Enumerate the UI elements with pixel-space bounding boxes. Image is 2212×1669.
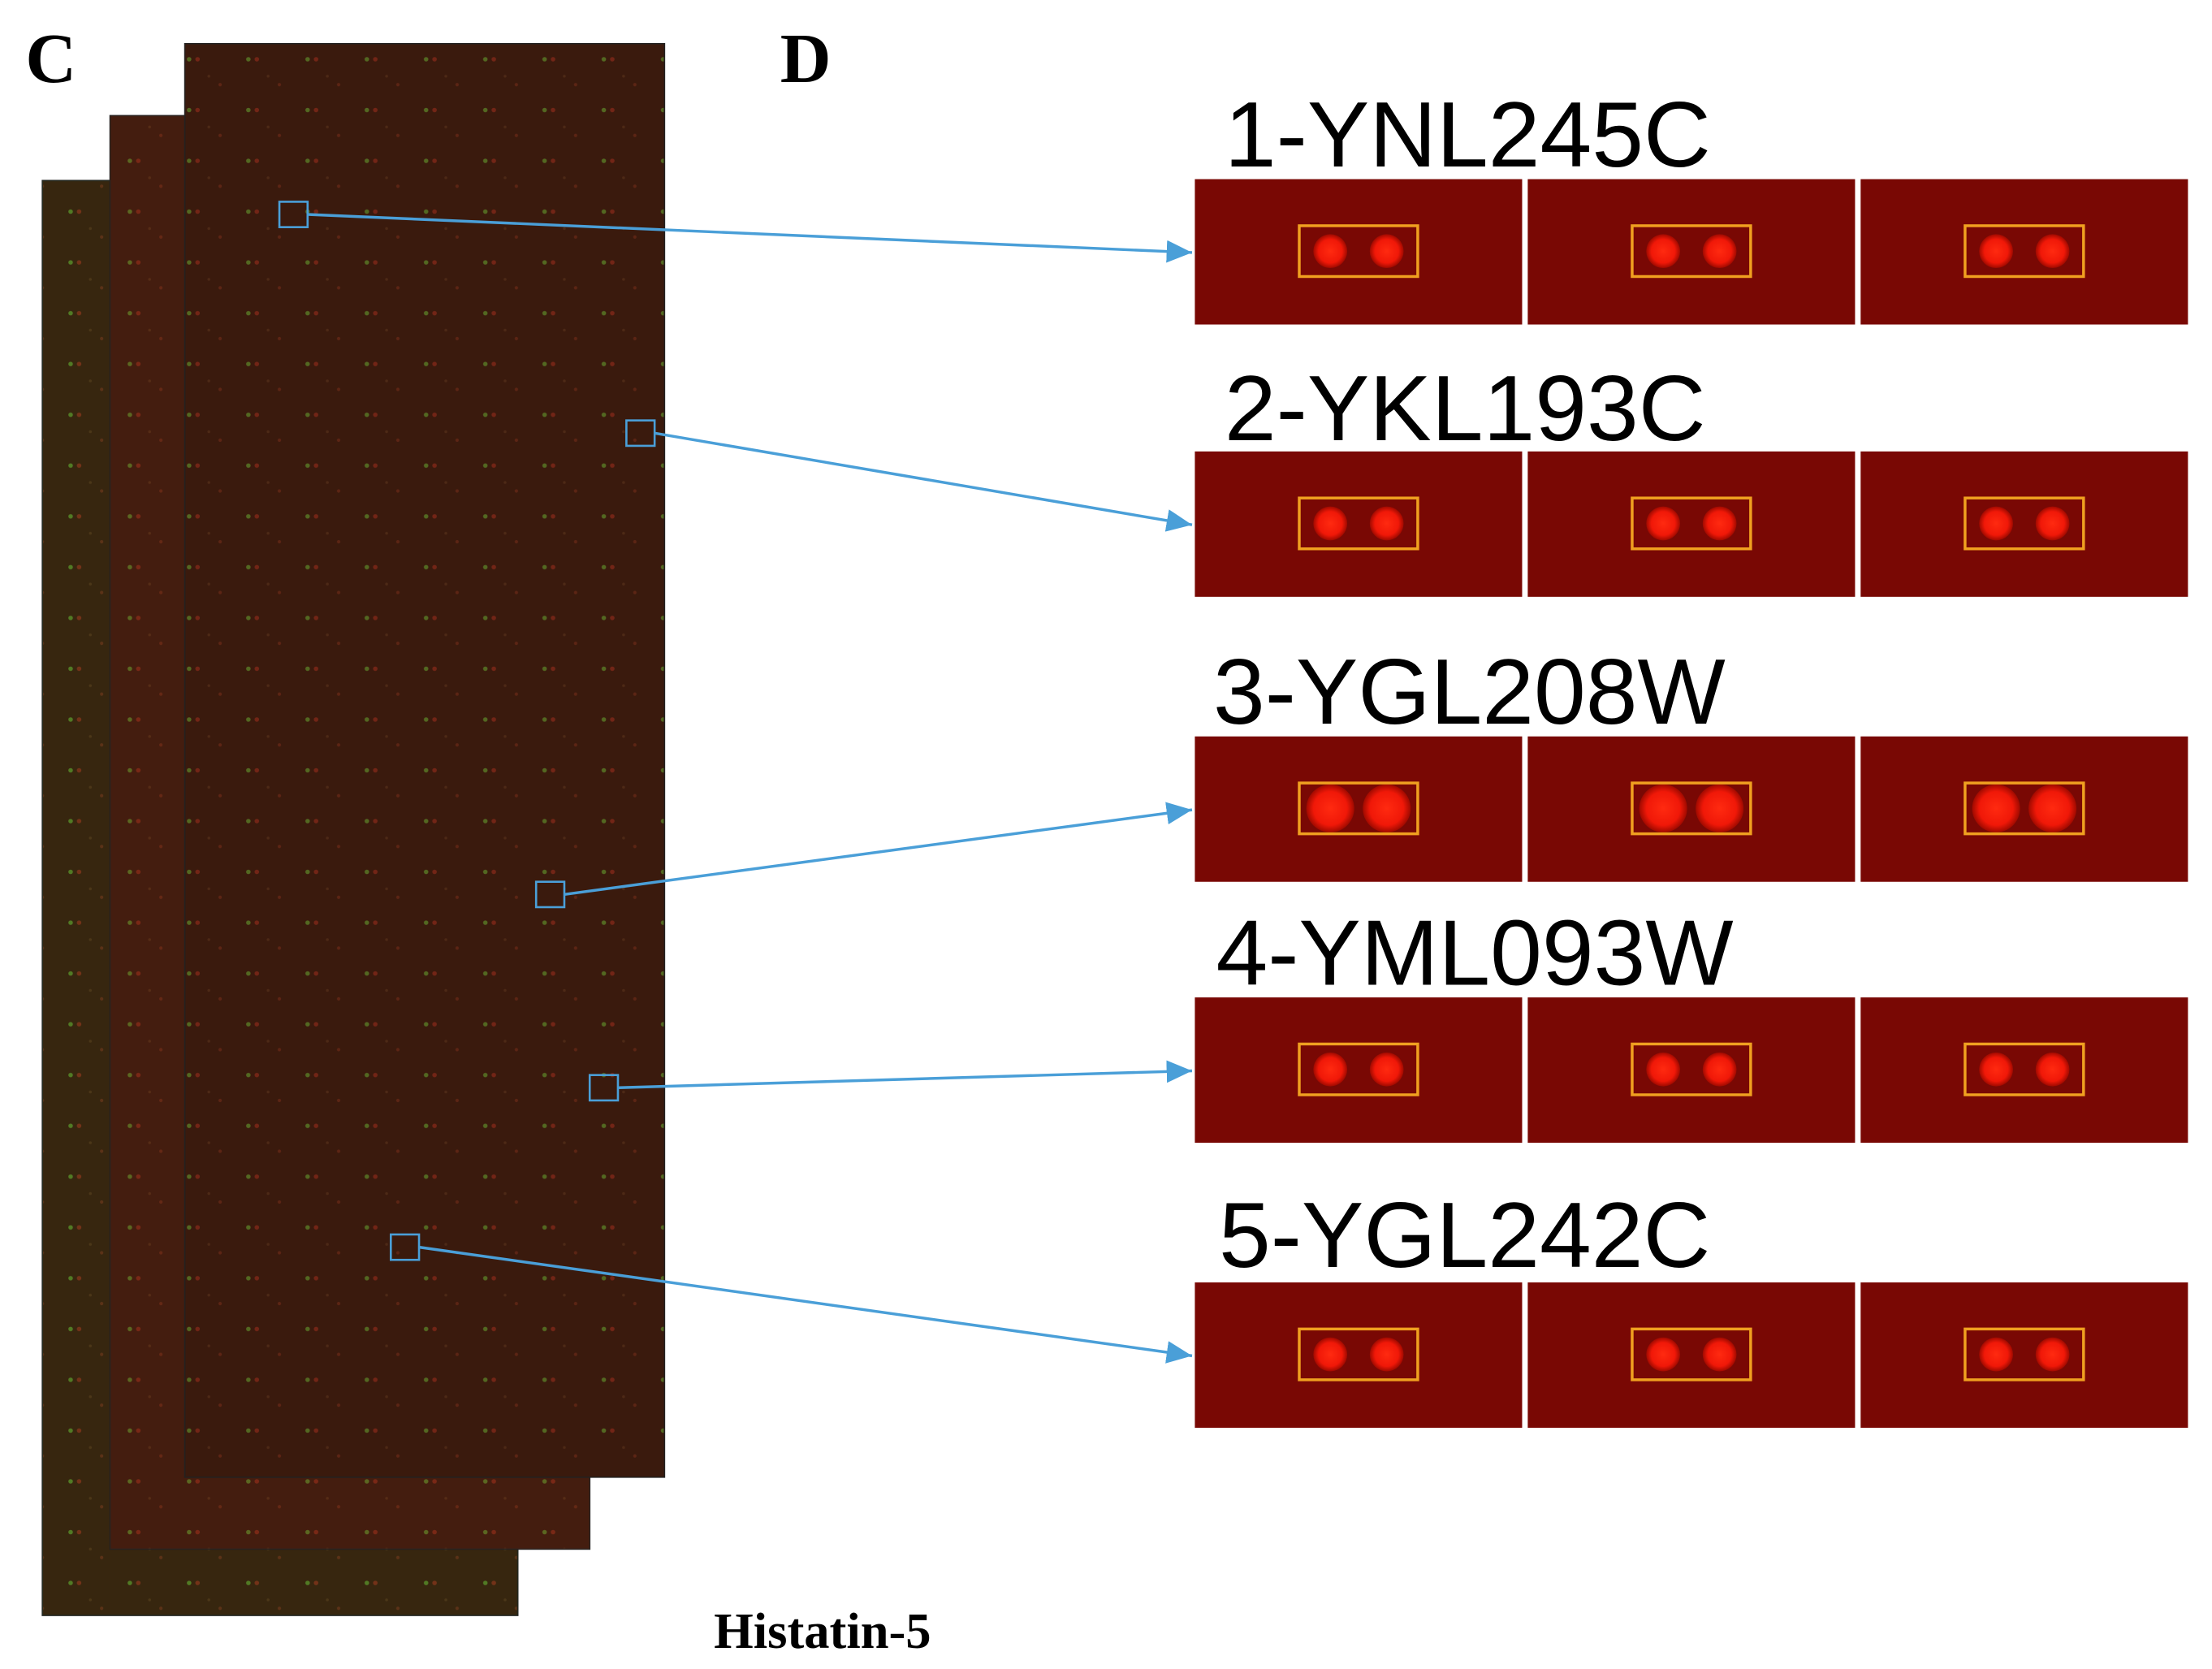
spot (1639, 784, 1687, 832)
spot (2035, 506, 2070, 541)
spot (1979, 1052, 2013, 1087)
spot-box (1298, 1327, 1419, 1381)
spot-image-shade (1527, 736, 1856, 882)
spot-image-shade (1860, 451, 2188, 597)
arrow (307, 213, 1193, 263)
spot-box (1964, 224, 2085, 279)
spot-image (1195, 1282, 1523, 1428)
spot-image-shade (1527, 451, 1856, 597)
spot (1306, 784, 1354, 832)
hit-label: 1-YNL245C (1225, 83, 1711, 187)
slides (41, 42, 666, 1616)
spot-box (1298, 781, 1419, 836)
arrow (418, 1245, 1193, 1364)
spot (2035, 1052, 2070, 1087)
hit-label: 3-YGL208W (1213, 640, 1726, 744)
spot-image (1527, 997, 1856, 1144)
spot (1363, 784, 1411, 832)
spot (1313, 506, 1348, 541)
spot-image (1527, 736, 1856, 882)
slide-tint (184, 43, 665, 1477)
spot (1702, 234, 1737, 269)
spot (1979, 234, 2013, 269)
spot-box (1631, 781, 1752, 836)
hit-label: 2-YKL193C (1225, 357, 1706, 460)
spot-image (1860, 736, 2188, 882)
spot (1313, 234, 1348, 269)
spot-image-shade (1527, 179, 1856, 325)
slide (184, 42, 666, 1478)
spot-image-shade (1195, 451, 1523, 597)
arrow (564, 802, 1193, 897)
spot (1369, 1052, 1404, 1087)
spot-image-shade (1860, 179, 2188, 325)
spot-image-shade (1195, 997, 1523, 1144)
spot-image-shade (1527, 1282, 1856, 1428)
spot-box (1964, 1042, 2085, 1096)
spot-box (1631, 496, 1752, 551)
spot (1313, 1052, 1348, 1087)
spot-image (1860, 179, 2188, 325)
spot-box (1964, 1327, 2085, 1381)
spot-image-shade (1860, 1282, 2188, 1428)
spot-box (1631, 224, 1752, 279)
spot (1646, 506, 1681, 541)
arrow (654, 431, 1193, 532)
spot-image-shade (1860, 736, 2188, 882)
spot-image (1195, 179, 1523, 325)
arrow (617, 1060, 1193, 1090)
spot (1972, 784, 2020, 832)
spot-image (1195, 451, 1523, 597)
spot-box (1298, 1042, 1419, 1096)
spot-image (1527, 1282, 1856, 1428)
spot (1646, 1337, 1681, 1372)
spot-image (1195, 736, 1523, 882)
spot-box (1964, 781, 2085, 836)
spot-image (1527, 451, 1856, 597)
spot-image (1860, 1282, 2188, 1428)
caption: Histatin-5 (714, 1602, 931, 1659)
spot (1646, 1052, 1681, 1087)
spot (2035, 1337, 2070, 1372)
spot-box (1631, 1042, 1752, 1096)
hit-label: 4-YML093W (1216, 902, 1733, 1005)
spot-box (1631, 1327, 1752, 1381)
spot-box (1298, 224, 1419, 279)
spot-image (1860, 997, 2188, 1144)
hit-label: 5-YGL242C (1219, 1183, 1710, 1287)
spot-image-shade (1195, 1282, 1523, 1428)
spot-image (1195, 997, 1523, 1144)
spot (2035, 234, 2070, 269)
spot (1696, 784, 1744, 832)
spot-box (1298, 496, 1419, 551)
spot-image (1860, 451, 2188, 597)
spot (1313, 1337, 1348, 1372)
spot (1369, 234, 1404, 269)
spot-image (1527, 179, 1856, 325)
spot (1369, 1337, 1404, 1372)
panel-label: C (25, 19, 76, 97)
spot-image-shade (1527, 997, 1856, 1144)
spot (1702, 506, 1737, 541)
spot (1369, 506, 1404, 541)
spot (1702, 1052, 1737, 1087)
spot (1702, 1337, 1737, 1372)
spot (2028, 784, 2077, 832)
spot-image-shade (1195, 179, 1523, 325)
spot-image-shade (1195, 736, 1523, 882)
panel-label: D (780, 19, 832, 97)
spot-image-shade (1860, 997, 2188, 1144)
spot (1979, 1337, 2013, 1372)
spot (1979, 506, 2013, 541)
spot-box (1964, 496, 2085, 551)
spot (1646, 234, 1681, 269)
